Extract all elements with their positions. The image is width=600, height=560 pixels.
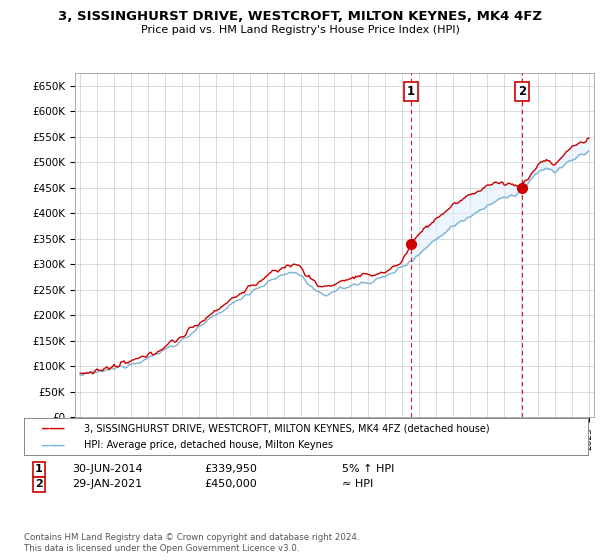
Text: £450,000: £450,000 — [204, 479, 257, 489]
Text: 3, SISSINGHURST DRIVE, WESTCROFT, MILTON KEYNES, MK4 4FZ (detached house): 3, SISSINGHURST DRIVE, WESTCROFT, MILTON… — [84, 423, 490, 433]
Text: ———: ——— — [42, 422, 65, 435]
Text: 2: 2 — [518, 85, 526, 98]
Text: 1: 1 — [407, 85, 415, 98]
Text: Price paid vs. HM Land Registry's House Price Index (HPI): Price paid vs. HM Land Registry's House … — [140, 25, 460, 35]
Text: 5% ↑ HPI: 5% ↑ HPI — [342, 464, 394, 474]
Text: Contains HM Land Registry data © Crown copyright and database right 2024.
This d: Contains HM Land Registry data © Crown c… — [24, 533, 359, 553]
Text: 2: 2 — [35, 479, 43, 489]
Text: 30-JUN-2014: 30-JUN-2014 — [72, 464, 143, 474]
Text: 1: 1 — [35, 464, 43, 474]
Text: ———: ——— — [42, 438, 65, 451]
Text: 3, SISSINGHURST DRIVE, WESTCROFT, MILTON KEYNES, MK4 4FZ: 3, SISSINGHURST DRIVE, WESTCROFT, MILTON… — [58, 10, 542, 23]
Text: £339,950: £339,950 — [204, 464, 257, 474]
Text: HPI: Average price, detached house, Milton Keynes: HPI: Average price, detached house, Milt… — [84, 440, 333, 450]
Text: ≈ HPI: ≈ HPI — [342, 479, 373, 489]
Text: 29-JAN-2021: 29-JAN-2021 — [72, 479, 142, 489]
